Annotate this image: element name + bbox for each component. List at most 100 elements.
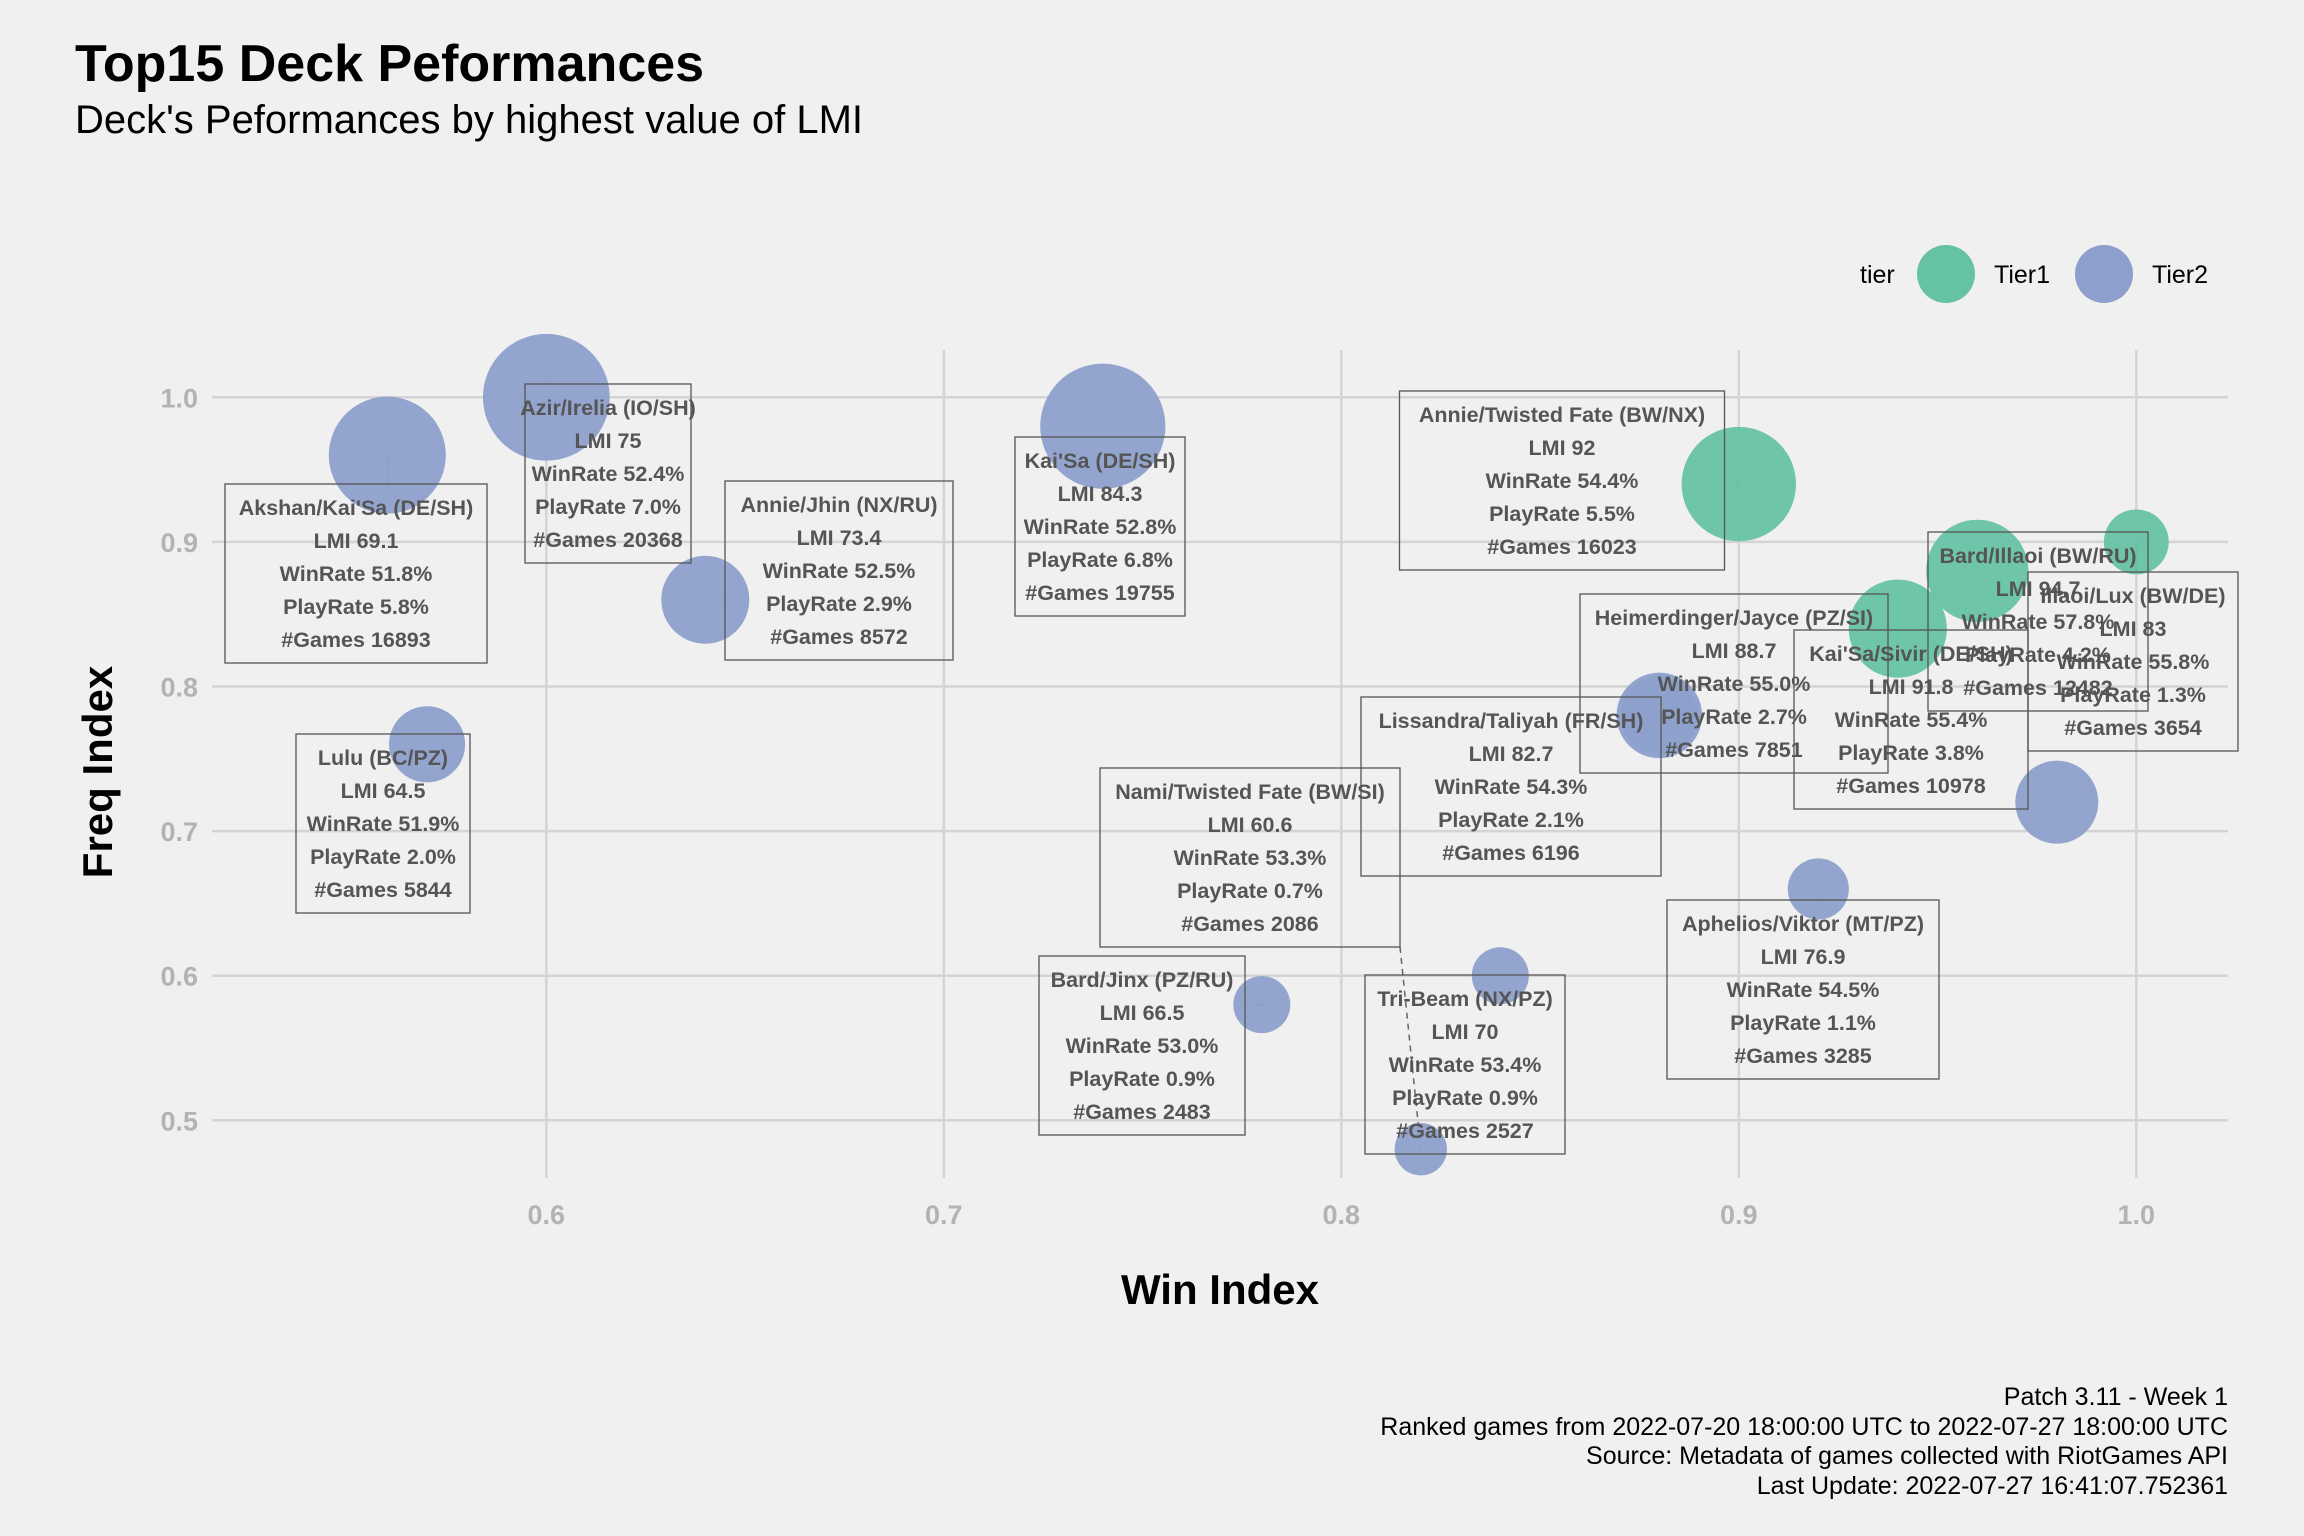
label-line: LMI 82.7 xyxy=(1469,742,1554,766)
point-tier2-deck-unlabeled xyxy=(2015,760,2099,844)
label-line: WinRate 52.8% xyxy=(1024,515,1177,539)
label-line: PlayRate 7.0% xyxy=(535,495,681,519)
legend-label-tier2: Tier2 xyxy=(2152,261,2208,289)
label-line: #Games 2086 xyxy=(1181,912,1319,936)
label-line: #Games 5844 xyxy=(314,878,452,902)
x-axis-title: Win Index xyxy=(1121,1266,1320,1313)
label-line: Annie/Twisted Fate (BW/NX) xyxy=(1419,403,1705,427)
label-box xyxy=(224,483,488,664)
label-line: LMI 91.8 xyxy=(1869,675,1954,699)
label-line: WinRate 54.5% xyxy=(1727,978,1880,1002)
label-line: #Games 20368 xyxy=(533,528,682,552)
label-line: PlayRate 2.7% xyxy=(1661,705,1807,729)
label-line: Aphelios/Viktor (MT/PZ) xyxy=(1682,912,1924,936)
point-nami-twisted-fate-bw-si xyxy=(1394,1123,1447,1176)
label-line: #Games 12482 xyxy=(1963,676,2112,700)
chart-subtitle: Deck's Peformances by highest value of L… xyxy=(75,98,864,142)
label-line: LMI 94.7 xyxy=(1996,577,2081,601)
label-line: WinRate 51.8% xyxy=(280,562,433,586)
x-tick-label-1: 0.7 xyxy=(925,1200,963,1230)
label-line: LMI 75 xyxy=(575,429,642,453)
label-lissandra-taliyah-fr-sh: Lissandra/Taliyah (FR/SH) LMI 82.7 WinRate… xyxy=(1360,696,1662,877)
label-line: #Games 10978 xyxy=(1836,774,1985,798)
label-line: LMI 83 xyxy=(2100,617,2167,641)
label-box xyxy=(1666,899,1940,1080)
label-line: #Games 19755 xyxy=(1025,581,1174,605)
x-tick-label-3: 0.9 xyxy=(1720,1200,1758,1230)
label-bard-jinx-pz-ru: Bard/Jinx (PZ/RU) LMI 66.5 WinRate 53.0% Pl… xyxy=(1038,955,1246,1136)
point-kai-sa-de-sh xyxy=(1040,363,1166,489)
label-line: PlayRate 1.3% xyxy=(2060,683,2206,707)
label-line: PlayRate 5.8% xyxy=(283,595,429,619)
label-line: PlayRate 2.0% xyxy=(310,845,456,869)
label-kai-sa-sivir-de-sh: Kai'Sa/Sivir (DE/SH) LMI 91.8 WinRate 55.4… xyxy=(1793,629,2029,810)
label-line: Lulu (BC/PZ) xyxy=(318,746,448,770)
label-line: LMI 69.1 xyxy=(314,529,399,553)
label-nami-twisted-fate-bw-si: Nami/Twisted Fate (BW/SI) LMI 60.6 WinRate… xyxy=(1099,767,1401,948)
label-heimerdinger-jayce-pz-si: Heimerdinger/Jayce (PZ/SI) LMI 88.7 WinRat… xyxy=(1579,593,1889,774)
caption-line-range: Ranked games from 2022-07-20 18:00:00 UT… xyxy=(1380,1412,2228,1441)
label-box xyxy=(1398,390,1726,571)
label-line: LMI 84.3 xyxy=(1058,482,1143,506)
label-box xyxy=(1927,531,2149,712)
point-annie-twisted-fate-bw-nx xyxy=(1681,426,1797,542)
label-box xyxy=(295,733,471,914)
label-annie-twisted-fate-bw-nx: Annie/Twisted Fate (BW/NX) LMI 92 WinRate … xyxy=(1398,390,1726,571)
label-illaoi-lux-bw-de: Illaoi/Lux (BW/DE) LMI 83 WinRate 55.8% Pla… xyxy=(2027,571,2239,752)
label-line: WinRate 51.9% xyxy=(307,812,460,836)
point-bard-jinx-pz-ru xyxy=(1233,976,1291,1034)
point-tri-beam-nx-pz xyxy=(1471,947,1529,1005)
tick-labels: 0.6 0.7 0.8 0.9 1.0 0.5 0.6 0.7 0.8 0.9 1.0 xyxy=(160,383,2155,1230)
label-line: Illaoi/Lux (BW/DE) xyxy=(2040,584,2225,608)
legend-title: tier xyxy=(1860,261,1895,289)
label-line: #Games 8572 xyxy=(770,625,908,649)
label-line: WinRate 53.4% xyxy=(1389,1053,1542,1077)
label-line: LMI 73.4 xyxy=(797,526,882,550)
label-line: #Games 3654 xyxy=(2064,716,2202,740)
point-annie-jhin-nx-ru xyxy=(661,555,750,644)
label-box xyxy=(1579,593,1889,774)
legend-item-tier2: Tier2 xyxy=(2075,245,2208,303)
label-line: #Games 6196 xyxy=(1442,841,1580,865)
legend-item-tier1: Tier1 xyxy=(1917,245,2050,303)
label-line: WinRate 53.3% xyxy=(1174,846,1327,870)
label-box xyxy=(524,383,692,564)
label-line: #Games 7851 xyxy=(1665,738,1803,762)
label-line: WinRate 55.8% xyxy=(2057,650,2210,674)
caption: Patch 3.11 - Week 1 Ranked games from 20… xyxy=(1380,1383,2228,1501)
label-line: Heimerdinger/Jayce (PZ/SI) xyxy=(1595,606,1873,630)
point-kai-sa-sivir-de-sh xyxy=(1848,579,1947,678)
y-tick-label-2: 0.7 xyxy=(160,817,198,847)
label-line: LMI 76.9 xyxy=(1761,945,1846,969)
label-line: WinRate 55.4% xyxy=(1835,708,1988,732)
label-box xyxy=(1099,767,1401,948)
label-line: Kai'Sa (DE/SH) xyxy=(1025,449,1176,473)
y-axis-title: Freq Index xyxy=(74,665,121,878)
label-line: Kai'Sa/Sivir (DE/SH) xyxy=(1809,642,2012,666)
label-line: WinRate 52.4% xyxy=(532,462,685,486)
x-tick-label-2: 0.8 xyxy=(1323,1200,1361,1230)
data-labels: Annie/Twisted Fate (BW/NX) LMI 92 WinRate … xyxy=(224,383,2239,1155)
point-lulu-bc-pz xyxy=(388,706,466,783)
grid-lines xyxy=(212,350,2228,1178)
label-box xyxy=(1038,955,1246,1136)
label-line: PlayRate 4.2% xyxy=(1965,643,2111,667)
label-azir-irelia-io-sh: Azir/Irelia (IO/SH) LMI 75 WinRate 52.4% Pl… xyxy=(520,383,696,564)
label-line: WinRate 55.0% xyxy=(1658,672,1811,696)
label-line: PlayRate 0.9% xyxy=(1069,1067,1215,1091)
label-line: PlayRate 5.5% xyxy=(1489,502,1635,526)
point-aphelios-viktor-mt-pz xyxy=(1787,858,1849,920)
label-line: #Games 16893 xyxy=(281,628,430,652)
chart-title: Top15 Deck Peformances xyxy=(75,35,705,93)
label-line: LMI 66.5 xyxy=(1100,1001,1185,1025)
legend-key-tier1 xyxy=(1917,245,1975,303)
label-line: WinRate 54.3% xyxy=(1435,775,1588,799)
leader-nami-twisted-fate-bw-si xyxy=(1399,946,1422,1150)
x-tick-label-4: 1.0 xyxy=(2118,1200,2156,1230)
label-line: #Games 16023 xyxy=(1487,535,1636,559)
label-line: PlayRate 2.9% xyxy=(766,592,912,616)
y-tick-label-3: 0.8 xyxy=(160,673,198,703)
label-box xyxy=(1360,696,1662,877)
